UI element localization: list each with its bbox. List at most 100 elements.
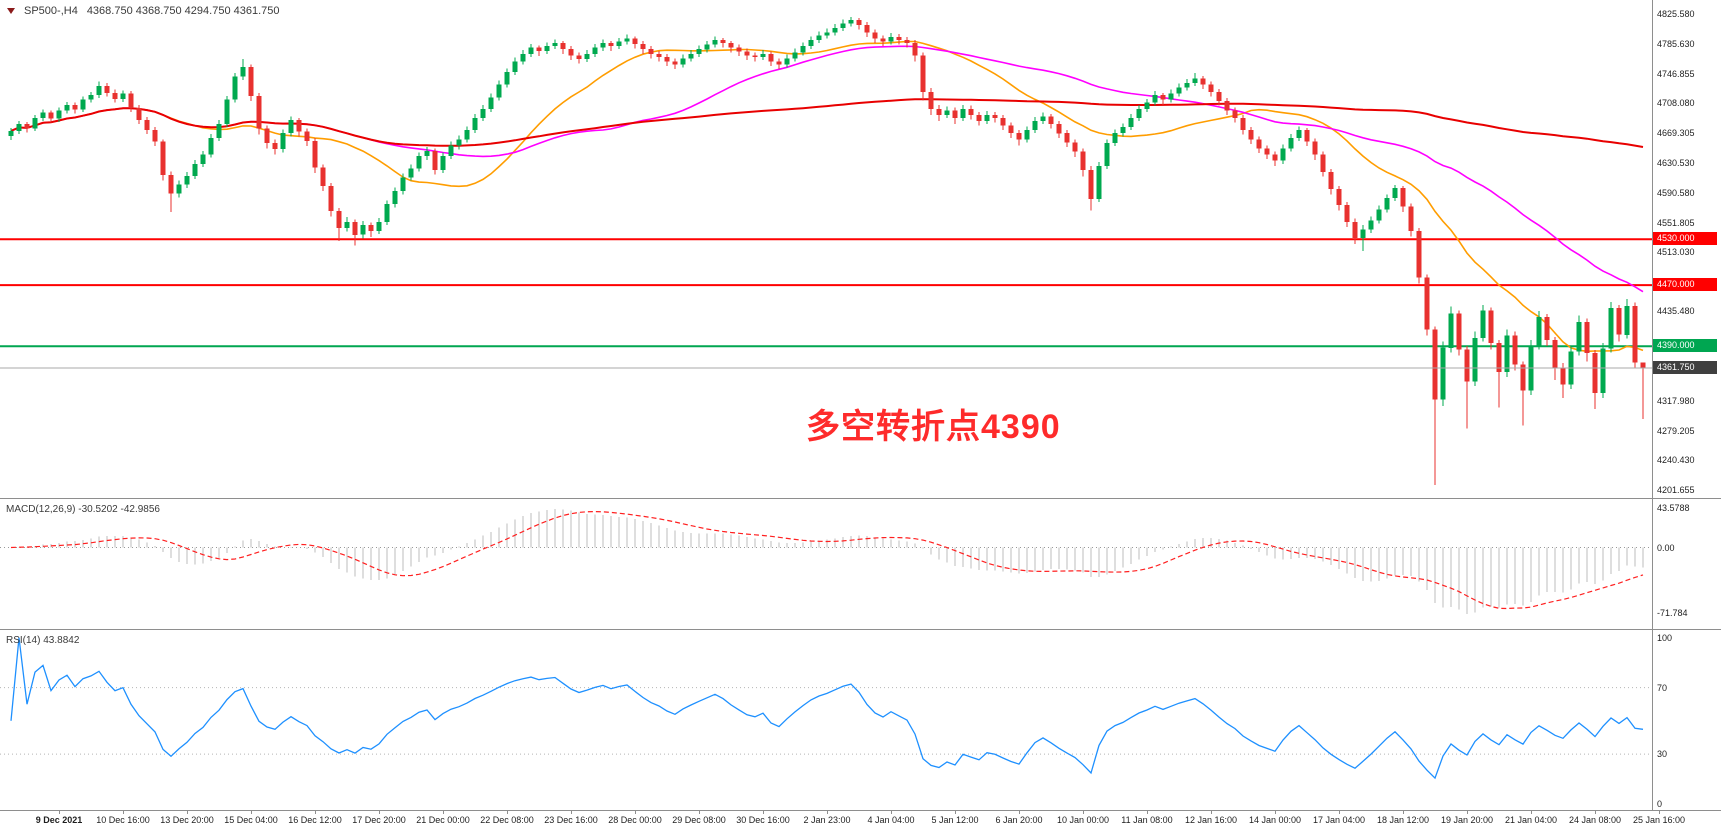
- macd-axis-label: 43.5788: [1657, 502, 1690, 513]
- main-chart-canvas[interactable]: [0, 0, 1652, 497]
- candle-body: [112, 92, 118, 99]
- candle-body: [712, 40, 718, 45]
- candle-body: [40, 112, 46, 118]
- time-tick: [1083, 811, 1084, 814]
- time-tick: [1339, 811, 1340, 814]
- candle-body: [1264, 148, 1270, 155]
- candle-body: [88, 95, 94, 100]
- time-tick: [59, 811, 60, 814]
- candle-body: [664, 56, 670, 62]
- price-tick-label: 4590.580: [1657, 188, 1695, 199]
- candle-body: [1016, 133, 1022, 140]
- candle-body: [1064, 133, 1070, 143]
- candle-body: [312, 140, 318, 168]
- candle-body: [8, 130, 14, 137]
- candle-body: [208, 137, 214, 155]
- candle-body: [536, 47, 542, 51]
- candle-body: [488, 97, 494, 109]
- candle-body: [1368, 220, 1374, 230]
- candle-body: [1520, 364, 1526, 391]
- candle-body: [1432, 329, 1438, 400]
- candle-body: [120, 93, 126, 99]
- rsi-indicator-label: RSI(14) 43.8842: [6, 635, 80, 646]
- candle-body: [32, 118, 38, 129]
- candle-body: [800, 46, 806, 53]
- candle-body: [504, 72, 510, 85]
- time-label: 11 Jan 08:00: [1121, 815, 1173, 825]
- time-tick: [507, 811, 508, 814]
- candle-body: [432, 150, 438, 170]
- chart-text-annotation[interactable]: 多空转折点4390: [806, 408, 1061, 446]
- candle-body: [304, 131, 310, 141]
- candle-body: [1384, 198, 1390, 210]
- price-tick-label: 4825.580: [1657, 8, 1695, 19]
- rsi-panel-canvas[interactable]: [0, 631, 1652, 809]
- candle-body: [1616, 308, 1622, 335]
- candle-body: [1536, 317, 1542, 346]
- candle-body: [1056, 124, 1062, 134]
- candle-body: [984, 114, 990, 121]
- candle-body: [1440, 347, 1446, 400]
- macd-signal-line: [10, 510, 1644, 610]
- candle-body: [160, 141, 166, 176]
- candle-body: [792, 52, 798, 59]
- candle-body: [1544, 317, 1550, 341]
- candle-body: [456, 139, 462, 146]
- candle-body: [1008, 125, 1014, 134]
- candle-body: [552, 43, 558, 47]
- candle-body: [1640, 362, 1646, 368]
- time-axis[interactable]: 9 Dec 2021 10 Dec 16:00 13 Dec 20:00 15 Dec…: [0, 811, 1721, 829]
- level-price-badge: 4390.000: [1653, 339, 1717, 353]
- candle-body: [568, 49, 574, 56]
- candle-body: [1320, 154, 1326, 173]
- candle-body: [264, 128, 270, 144]
- candle-body: [1576, 321, 1582, 352]
- price-tick-label: 4630.530: [1657, 157, 1695, 168]
- candle-body: [520, 53, 526, 62]
- candle-body: [128, 93, 134, 108]
- candle-body: [1328, 172, 1334, 189]
- time-tick: [1275, 811, 1276, 814]
- candle-body: [768, 53, 774, 62]
- price-axis[interactable]: 4825.580 4785.630 4746.855 4708.080 4669.305…: [1653, 0, 1721, 810]
- candle-body: [1392, 188, 1398, 199]
- panel-separator[interactable]: [0, 498, 1721, 499]
- time-tick: [955, 811, 956, 814]
- time-tick: [571, 811, 572, 814]
- time-tick: [699, 811, 700, 814]
- ma-150-line: [10, 98, 1644, 148]
- candle-body: [144, 120, 150, 131]
- time-label: 6 Jan 20:00: [995, 815, 1043, 825]
- candle-body: [168, 175, 174, 194]
- candle-body: [1480, 310, 1486, 338]
- candle-body: [872, 32, 878, 39]
- candle-body: [240, 66, 246, 77]
- candle-body: [608, 43, 614, 47]
- candle-body: [1448, 313, 1454, 348]
- candle-body: [384, 204, 390, 222]
- candle-body: [824, 32, 830, 36]
- candle-body: [408, 168, 414, 178]
- candle-body: [1496, 343, 1502, 373]
- candle-body: [856, 20, 862, 25]
- candle-body: [968, 108, 974, 115]
- macd-panel-canvas[interactable]: [0, 500, 1652, 628]
- candle-body: [912, 43, 918, 56]
- candle-body: [936, 108, 942, 115]
- candle-body: [320, 167, 326, 186]
- candle-body: [1104, 143, 1110, 166]
- panel-separator[interactable]: [0, 629, 1721, 630]
- candle-body: [784, 58, 790, 65]
- candle-body: [976, 114, 982, 121]
- time-tick: [1531, 811, 1532, 814]
- price-tick-label: 4240.430: [1657, 455, 1695, 466]
- candle-body: [808, 40, 814, 47]
- candle-body: [584, 53, 590, 60]
- current-price-badge: 4361.750: [1653, 360, 1717, 374]
- candle-body: [1336, 189, 1342, 205]
- candle-body: [424, 150, 430, 157]
- candle-body: [1312, 141, 1318, 155]
- time-label: 13 Dec 20:00: [160, 815, 214, 825]
- candle-body: [400, 177, 406, 192]
- candle-body: [1232, 110, 1238, 118]
